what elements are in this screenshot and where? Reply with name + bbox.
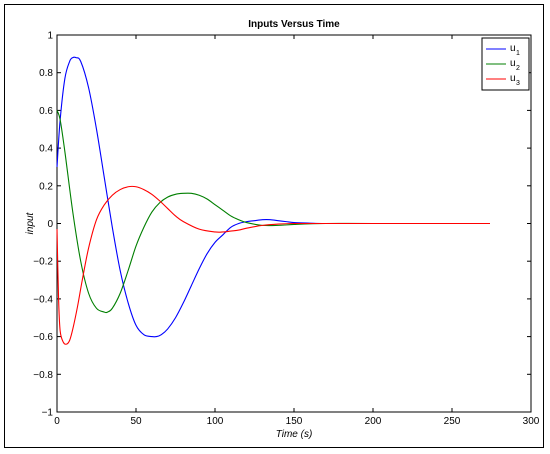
y-tick-label: 0: [47, 219, 53, 230]
legend-label-sub-u1: 1: [516, 50, 520, 57]
y-tick-label: −0.8: [33, 370, 53, 381]
y-axis-label: input: [25, 211, 36, 234]
x-tick-label: 200: [365, 416, 382, 427]
x-tick-label: 0: [54, 416, 60, 427]
legend-label-sub-u2: 2: [516, 65, 520, 72]
y-tick-label: −1: [42, 408, 54, 419]
y-tick-label: −0.2: [33, 257, 53, 268]
x-axis-label: Time (s): [276, 429, 313, 440]
x-tick-label: 250: [444, 416, 461, 427]
legend-label-u2: u: [510, 58, 516, 69]
series-line-u2: [56, 110, 490, 314]
y-tick-label: −0.6: [33, 332, 53, 343]
y-tick-label: 1: [47, 31, 53, 42]
series-line-u1: [56, 56, 490, 338]
x-tick-label: 150: [286, 416, 303, 427]
y-tick-label: 0.8: [39, 68, 53, 79]
x-tick-label: 50: [130, 416, 142, 427]
y-tick-label: 0.6: [39, 106, 53, 117]
y-tick-label: 0.2: [39, 181, 53, 192]
chart-title: Inputs Versus Time: [248, 19, 340, 30]
plot-area: 0 50 100 150 200 250 300 −1 −0.8 −0.6 −0.4 −0.2 0 0.2…: [33, 31, 540, 428]
legend-label-sub-u3: 3: [516, 80, 520, 87]
x-tick-label: 100: [207, 416, 224, 427]
legend-label-u1: u: [510, 43, 516, 54]
y-tick-label: 0.4: [39, 144, 53, 155]
series-line-u3: [56, 185, 490, 345]
legend-label-u3: u: [510, 73, 516, 84]
y-tick-label: −0.4: [33, 294, 53, 305]
x-tick-label: 300: [523, 416, 540, 427]
